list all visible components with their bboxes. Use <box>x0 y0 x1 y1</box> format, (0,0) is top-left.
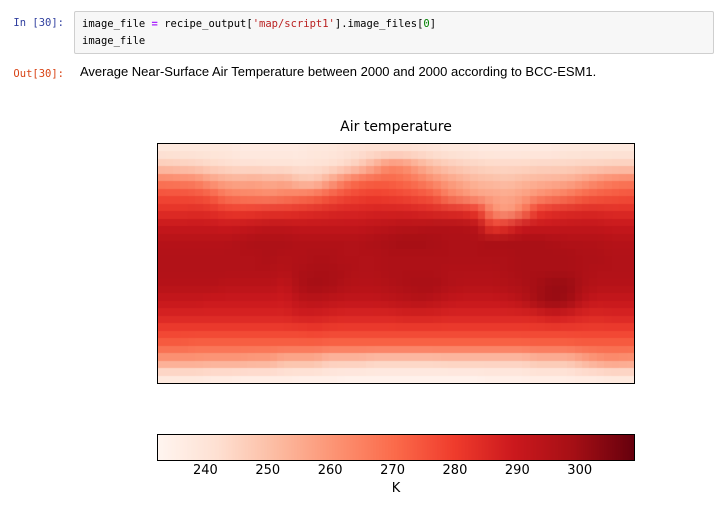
colorbar-tick-label: 290 <box>504 463 530 478</box>
colorbar-unit-label: K <box>391 481 401 496</box>
colorbar-gradient <box>158 435 634 460</box>
figure-title: Air temperature <box>340 119 452 135</box>
temperature-heatmap <box>158 144 634 383</box>
input-prompt: In [30]: <box>13 17 64 29</box>
colorbar-ticks: 240 250 260 270 280 290 300 <box>158 463 634 478</box>
colorbar-tick-label: 300 <box>567 463 593 478</box>
colorbar-tick-label: 280 <box>442 463 468 478</box>
colorbar-tick-label: 260 <box>317 463 343 478</box>
colorbar-frame <box>157 434 635 461</box>
code-cell-input[interactable]: image_file = recipe_output['map/script1'… <box>74 11 714 54</box>
temperature-map-frame <box>157 143 635 384</box>
output-text: Average Near-Surface Air Temperature bet… <box>80 64 597 79</box>
matplotlib-figure: Air temperature 240 250 260 270 280 290 300 K <box>75 95 717 510</box>
colorbar-tick-label: 240 <box>192 463 218 478</box>
colorbar-tick-label: 250 <box>255 463 281 478</box>
code-line-1: image_file = recipe_output['map/script1'… <box>82 18 437 30</box>
code-line-2: image_file <box>82 35 146 47</box>
colorbar-tick-label: 270 <box>380 463 405 478</box>
output-prompt: Out[30]: <box>13 68 64 80</box>
